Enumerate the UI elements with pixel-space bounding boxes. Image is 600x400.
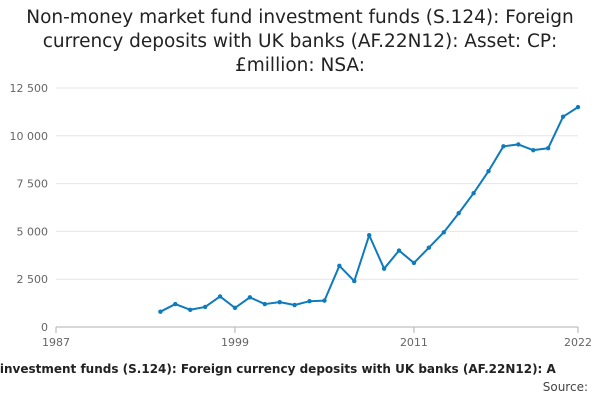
data-point[interactable] xyxy=(381,266,387,271)
data-point[interactable] xyxy=(456,211,461,216)
data-point[interactable] xyxy=(307,298,312,304)
data-point[interactable] xyxy=(560,114,566,119)
data-point[interactable] xyxy=(188,307,193,312)
data-point[interactable] xyxy=(202,304,208,310)
data-point[interactable] xyxy=(262,301,267,307)
data-point[interactable] xyxy=(352,278,357,284)
x-tick-label: 1987 xyxy=(42,336,70,349)
data-point[interactable] xyxy=(516,142,521,147)
y-tick-label: 10 000 xyxy=(10,130,49,143)
data-point[interactable] xyxy=(411,260,417,266)
data-point[interactable] xyxy=(247,295,253,300)
data-point[interactable] xyxy=(232,305,238,311)
data-point[interactable] xyxy=(501,144,506,149)
source-label: Source: xyxy=(542,380,588,394)
x-tick-label: 2011 xyxy=(400,336,428,349)
data-point[interactable] xyxy=(337,263,342,269)
data-point[interactable] xyxy=(396,248,402,253)
data-point[interactable] xyxy=(292,302,297,308)
data-point[interactable] xyxy=(426,245,432,250)
data-point[interactable] xyxy=(322,298,327,303)
series-description-text: und investment funds (S.124): Foreign cu… xyxy=(0,362,556,376)
y-tick-label: 2 500 xyxy=(17,273,49,286)
data-point[interactable] xyxy=(545,146,551,151)
data-point[interactable] xyxy=(367,233,372,238)
data-point[interactable] xyxy=(441,230,446,235)
series-description: und investment funds (S.124): Foreign cu… xyxy=(0,362,600,376)
data-point[interactable] xyxy=(158,309,163,314)
y-tick-label: 12 500 xyxy=(10,82,49,95)
y-tick-label: 0 xyxy=(41,321,48,334)
data-point[interactable] xyxy=(277,299,282,305)
x-tick-label: 2022 xyxy=(564,336,592,349)
series-layer xyxy=(158,104,581,314)
gridlines xyxy=(56,87,578,280)
data-point[interactable] xyxy=(486,168,491,174)
data-point[interactable] xyxy=(575,104,581,110)
data-point[interactable] xyxy=(471,190,476,196)
series-line xyxy=(159,106,579,313)
chart-title: Non-money market fund investment funds (… xyxy=(26,7,574,76)
data-point[interactable] xyxy=(531,147,536,153)
axes: 0 2 500 5 000 7 500 10 000 12 500 1987 1999 2011… xyxy=(10,82,593,349)
data-point[interactable] xyxy=(173,301,178,307)
y-tick-label: 7 500 xyxy=(17,178,49,191)
data-point[interactable] xyxy=(217,294,223,299)
y-tick-label: 5 000 xyxy=(17,225,49,238)
x-tick-label: 1999 xyxy=(221,336,249,349)
